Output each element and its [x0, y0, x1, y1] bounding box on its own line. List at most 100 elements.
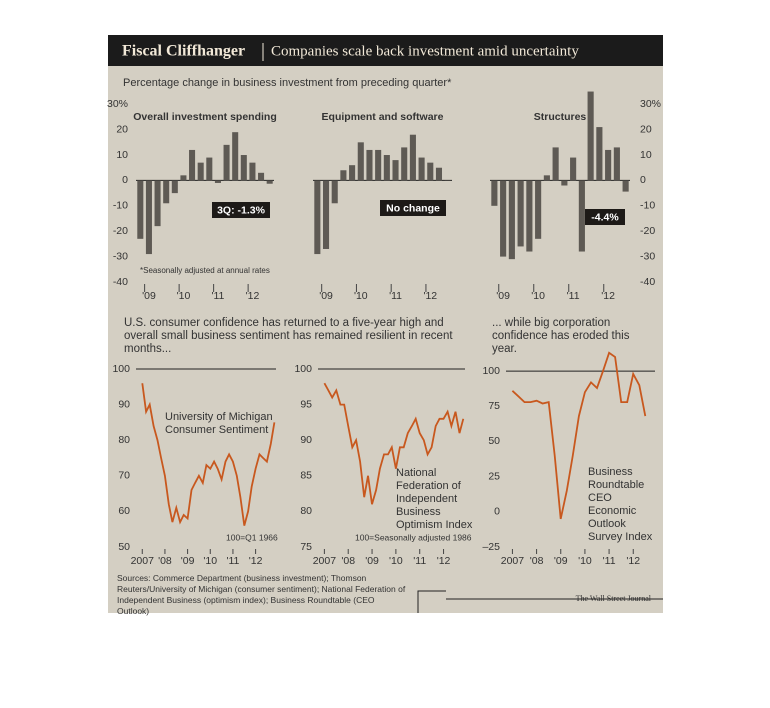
bar	[392, 160, 399, 181]
y-tick-label: 10	[116, 149, 128, 161]
x-tick-label: '11	[211, 290, 224, 302]
x-tick-label: '09	[365, 555, 379, 567]
bottom-heading: ... while big corporation confidence has…	[492, 317, 630, 355]
y-tick-label: 75	[488, 400, 500, 412]
y-tick-label: 30%	[640, 98, 661, 110]
bar	[508, 180, 515, 260]
x-tick-label: '12	[437, 555, 451, 567]
bar	[526, 180, 533, 252]
x-tick-label: '12	[601, 290, 615, 302]
y-tick-label: -20	[640, 225, 655, 237]
callout-box	[380, 200, 446, 216]
bar	[517, 180, 524, 247]
bar	[435, 167, 443, 181]
bar	[543, 175, 550, 181]
bar	[340, 170, 347, 181]
series-label: National Federation of Independent Busin…	[396, 467, 473, 531]
x-tick-label: '09	[142, 290, 156, 302]
y-tick-label: 90	[118, 398, 130, 410]
x-tick-label: '10	[389, 555, 403, 567]
y-tick-label: 100	[294, 363, 312, 375]
y-tick-label: 20	[116, 123, 128, 135]
y-tick-label: 25	[488, 470, 500, 482]
callout: -4.4%	[591, 211, 619, 223]
y-tick-label: 60	[118, 505, 130, 517]
bar	[366, 149, 373, 181]
x-tick-label: '08	[530, 555, 544, 567]
y-tick-label: 50	[118, 541, 130, 553]
bar	[587, 91, 594, 181]
y-tick-label: 20	[640, 123, 652, 135]
subtitle: Companies scale back investment amid unc…	[271, 43, 579, 59]
y-tick-label: -10	[640, 200, 655, 212]
x-tick-label: '08	[341, 555, 355, 567]
x-tick-label: 2007	[501, 555, 525, 567]
y-tick-label: -20	[113, 225, 128, 237]
bar	[401, 147, 408, 181]
bar	[322, 180, 330, 249]
x-tick-label: '10	[177, 290, 191, 302]
y-tick-label: 50	[488, 435, 500, 447]
x-tick-label: 2007	[131, 555, 155, 567]
y-tick-label: -30	[113, 250, 128, 262]
y-tick-label: 90	[300, 434, 312, 446]
panel-title: Overall investment spending	[133, 111, 277, 123]
x-tick-label: '11	[226, 555, 239, 567]
bar	[258, 172, 265, 181]
y-tick-label: 70	[118, 470, 130, 482]
bar	[605, 149, 612, 181]
bar	[180, 175, 187, 181]
bar	[249, 162, 256, 181]
x-tick-label: '09	[554, 555, 568, 567]
x-tick-label: '12	[423, 290, 437, 302]
bar	[137, 180, 144, 239]
bar	[357, 142, 364, 181]
bar	[552, 147, 559, 181]
bar	[491, 180, 498, 206]
y-tick-label: 0	[640, 174, 646, 186]
bar	[500, 180, 507, 257]
bar	[561, 180, 568, 186]
title: Fiscal Cliffhanger	[122, 43, 245, 60]
bar	[349, 165, 356, 181]
bar	[171, 180, 178, 194]
bar	[613, 147, 620, 181]
x-tick-label: '10	[203, 555, 217, 567]
line	[511, 351, 647, 520]
y-tick-label: -40	[113, 276, 128, 288]
series-label: University of Michigan Consumer Sentimen…	[165, 411, 273, 436]
bottom-heading: U.S. consumer confidence has returned to…	[124, 317, 453, 355]
bar	[596, 127, 603, 181]
panel-title: Equipment and software	[322, 111, 444, 123]
bar	[331, 180, 338, 204]
heading: Percentage change in business investment…	[123, 77, 452, 89]
y-tick-label: 30%	[107, 98, 128, 110]
annotation: 100=Seasonally adjusted 1986	[355, 532, 472, 542]
y-tick-label: 10	[640, 149, 652, 161]
bar	[578, 180, 585, 252]
bar	[375, 149, 382, 181]
callout: No change	[386, 202, 440, 214]
bar	[444, 180, 451, 181]
x-tick-label: '12	[249, 555, 263, 567]
bar	[232, 132, 239, 181]
callout: 3Q: -1.3%	[217, 204, 266, 216]
x-tick-label: '10	[578, 555, 592, 567]
panel-title: Structures	[534, 111, 587, 123]
y-tick-label: 95	[300, 398, 312, 410]
bar	[197, 162, 204, 181]
x-tick-label: 2007	[313, 555, 337, 567]
line	[323, 382, 465, 505]
x-tick-label: '09	[319, 290, 333, 302]
bar	[409, 134, 416, 181]
y-tick-label: -10	[113, 200, 128, 212]
y-tick-label: 75	[300, 541, 312, 553]
callout-box	[585, 209, 625, 225]
y-tick-label: 80	[118, 434, 130, 446]
x-tick-label: '12	[626, 555, 640, 567]
series-label: Business Roundtable CEO Economic Outlook…	[588, 466, 653, 543]
x-tick-label: '09	[496, 290, 510, 302]
bar	[154, 180, 161, 227]
